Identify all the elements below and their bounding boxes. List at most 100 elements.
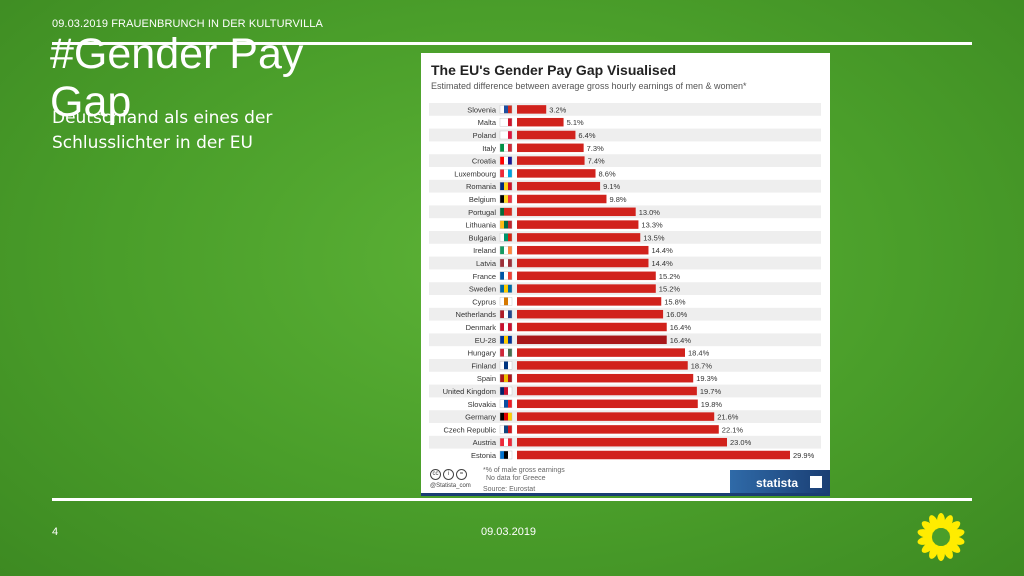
flag-border xyxy=(499,245,513,255)
flag-stripe xyxy=(500,143,504,152)
bottom-rule xyxy=(52,498,972,501)
flag-stripe xyxy=(500,105,504,114)
chart-title: The EU's Gender Pay Gap Visualised xyxy=(431,62,677,78)
statista-wordmark: statista xyxy=(756,476,799,490)
flag-stripe xyxy=(500,438,504,447)
sunflower-petal xyxy=(929,544,940,559)
bar xyxy=(517,297,662,306)
value-label: 13.0% xyxy=(639,208,661,217)
category-label: Portugal xyxy=(468,208,496,217)
flag-stripe xyxy=(504,374,508,383)
category-label: Germany xyxy=(465,413,496,422)
flag-border xyxy=(499,207,513,217)
value-label: 19.8% xyxy=(701,400,723,409)
flag-stripe xyxy=(508,143,512,152)
value-label: 6.4% xyxy=(578,131,595,140)
flag-stripe xyxy=(504,335,508,344)
bar xyxy=(517,412,715,421)
value-label: 14.4% xyxy=(651,246,673,255)
flag-border xyxy=(499,425,513,434)
flag-stripe xyxy=(504,220,508,229)
flag-stripe xyxy=(504,195,508,203)
flag-stripe xyxy=(504,246,508,255)
category-label: France xyxy=(473,272,496,281)
sunflower-petal xyxy=(937,545,945,561)
flag-stripe xyxy=(508,361,512,370)
flag-stripe xyxy=(500,131,504,139)
top-rule xyxy=(52,42,972,45)
flag-stripe xyxy=(504,207,508,216)
flag-stripe xyxy=(500,118,504,127)
flag-stripe xyxy=(500,284,504,293)
bar xyxy=(517,181,601,191)
flag-stripe xyxy=(504,425,508,434)
bar xyxy=(517,425,719,434)
flag-stripe xyxy=(508,297,512,306)
category-label: Lithuania xyxy=(466,221,497,230)
flag-border xyxy=(499,169,513,178)
category-label: Belgium xyxy=(469,195,496,204)
flag-stripe xyxy=(500,412,504,421)
category-label: Bulgaria xyxy=(468,233,496,242)
flag-border xyxy=(499,399,513,408)
flag-border xyxy=(499,361,513,370)
bar xyxy=(517,220,639,229)
flag-stripe xyxy=(508,118,512,127)
bar xyxy=(517,309,664,319)
flag-stripe xyxy=(504,169,508,178)
flag-stripe xyxy=(508,156,512,165)
flag-border xyxy=(499,438,513,447)
bar xyxy=(517,105,547,114)
flag-border xyxy=(499,181,513,191)
category-label: Italy xyxy=(482,144,496,153)
flag-stripe xyxy=(508,374,512,383)
flag-stripe xyxy=(508,207,512,216)
cc-license-icons: cc i = xyxy=(430,468,469,480)
flag-stripe xyxy=(508,105,512,114)
chart-subtitle: Estimated difference between average gro… xyxy=(431,81,747,91)
value-label: 21.6% xyxy=(717,413,739,422)
bar xyxy=(517,194,607,204)
flag-border xyxy=(499,105,513,114)
value-label: 14.4% xyxy=(651,259,673,268)
flag-stripe xyxy=(508,399,512,408)
category-label: Poland xyxy=(473,131,496,140)
footnotes: *% of male gross earnings No data for Gr… xyxy=(483,467,565,483)
footnote-1: *% of male gross earnings xyxy=(483,467,565,474)
flag-stripe xyxy=(504,156,508,165)
flag-stripe xyxy=(504,438,508,447)
category-label: Latvia xyxy=(476,259,497,268)
category-label: EU-28 xyxy=(475,336,496,345)
bar xyxy=(517,169,596,178)
flag-border xyxy=(499,374,513,383)
flag-stripe xyxy=(504,143,508,152)
bar xyxy=(517,143,584,153)
value-label: 19.3% xyxy=(696,374,718,383)
sunflower-petal xyxy=(921,541,936,553)
sunflower-petal xyxy=(948,529,965,538)
flag-stripe xyxy=(508,451,512,459)
flag-stripe xyxy=(508,412,512,421)
flag-stripe xyxy=(500,323,504,331)
sunflower-petal xyxy=(921,521,936,533)
flag-border xyxy=(499,412,513,421)
flag-border xyxy=(499,271,513,281)
flag-stripe xyxy=(500,207,504,216)
flag-stripe xyxy=(500,335,504,344)
category-label: Netherlands xyxy=(456,310,497,319)
flag-stripe xyxy=(504,399,508,408)
category-label: Austria xyxy=(473,438,497,447)
flag-stripe xyxy=(504,310,508,319)
flag-stripe xyxy=(504,105,508,114)
flag-border xyxy=(499,386,513,396)
value-label: 23.0% xyxy=(730,438,752,447)
flag-stripe xyxy=(508,169,512,178)
statista-logo: statista xyxy=(730,470,830,496)
flag-border xyxy=(499,194,513,204)
flag-stripe xyxy=(504,451,508,459)
value-label: 18.7% xyxy=(691,361,713,370)
flag-stripe xyxy=(508,271,512,280)
chart-card: The EU's Gender Pay Gap Visualised Estim… xyxy=(421,53,830,496)
flag-stripe xyxy=(508,246,512,255)
value-label: 7.3% xyxy=(587,144,604,153)
